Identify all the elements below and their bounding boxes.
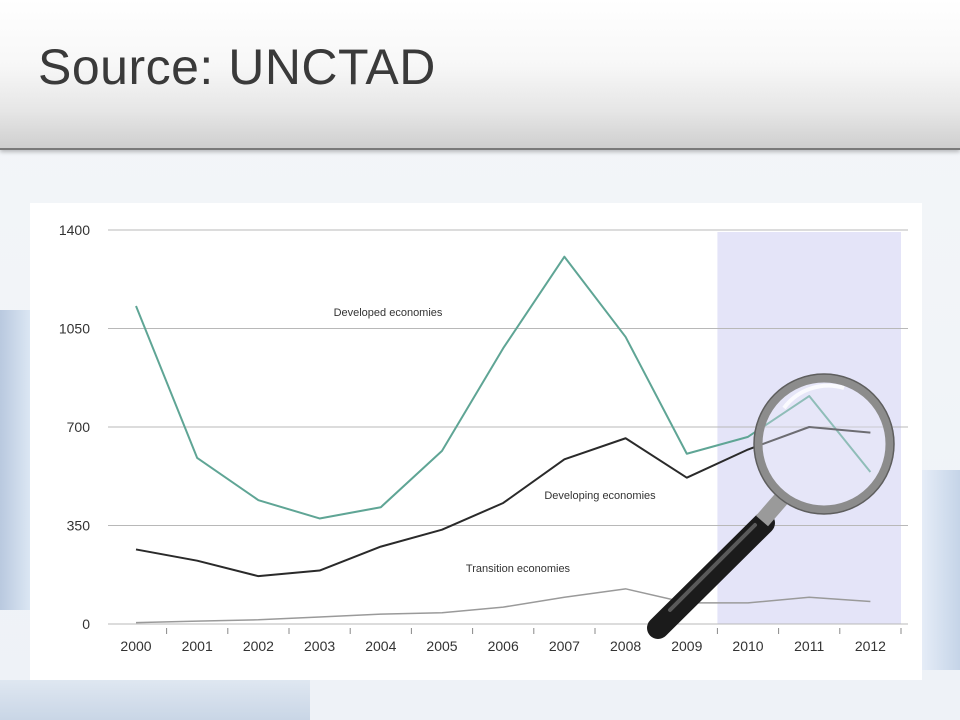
x-tick-label: 2004 <box>365 638 396 654</box>
y-axis-ticks: 0 350 700 1050 1400 <box>59 222 90 632</box>
y-tick-label: 1050 <box>59 321 90 337</box>
y-tick-label: 1400 <box>59 222 90 238</box>
magnifier-handle-shine <box>668 523 757 612</box>
magnifier-glare <box>782 383 845 410</box>
page-title: Source: UNCTAD <box>38 39 436 95</box>
series-labels: Developed economies Developing economies T… <box>334 307 657 575</box>
x-tick-label: 2007 <box>549 638 580 654</box>
x-tick-label: 2001 <box>182 638 213 654</box>
developed-economies-line <box>135 255 872 520</box>
line-chart: 0 350 700 1050 1400 2000 2001 2002 2003 2004 2005… <box>59 222 908 654</box>
x-tick-label: 2006 <box>488 638 519 654</box>
magnifier-lens <box>753 373 895 515</box>
magnifier-neck <box>755 492 789 527</box>
background-decoration <box>0 680 310 720</box>
series-lines <box>135 255 872 624</box>
developing-economies-label: Developing economies <box>544 490 656 502</box>
magnifier-rim <box>753 373 895 515</box>
x-tick-label: 2011 <box>794 638 824 654</box>
background-decoration <box>920 470 960 670</box>
y-tick-label: 700 <box>67 419 91 435</box>
x-tick-label: 2003 <box>304 638 335 654</box>
transition-economies-line <box>135 588 871 624</box>
background-decoration <box>0 310 31 610</box>
x-axis-ticks: 2000 2001 2002 2003 2004 2005 2006 2007 2008 2009… <box>120 628 902 654</box>
x-tick-label: 2005 <box>426 638 457 654</box>
x-tick-label: 2008 <box>610 638 641 654</box>
title-bar: Source: UNCTAD <box>0 0 960 150</box>
x-tick-label: 2012 <box>855 638 886 654</box>
x-tick-label: 2009 <box>671 638 702 654</box>
magnifier-icon <box>647 373 895 639</box>
x-tick-label: 2000 <box>120 638 151 654</box>
transition-economies-label: Transition economies <box>466 563 571 575</box>
chart-panel: 0 350 700 1050 1400 2000 2001 2002 2003 2004 2005… <box>30 203 922 680</box>
x-tick-label: 2010 <box>732 638 763 654</box>
x-tick-label: 2002 <box>243 638 274 654</box>
y-tick-label: 0 <box>82 616 90 632</box>
grid-lines <box>108 229 908 625</box>
magnifier-handle <box>647 512 775 639</box>
y-tick-label: 350 <box>67 518 91 534</box>
developing-economies-line <box>135 426 871 578</box>
developed-economies-label: Developed economies <box>334 307 443 319</box>
